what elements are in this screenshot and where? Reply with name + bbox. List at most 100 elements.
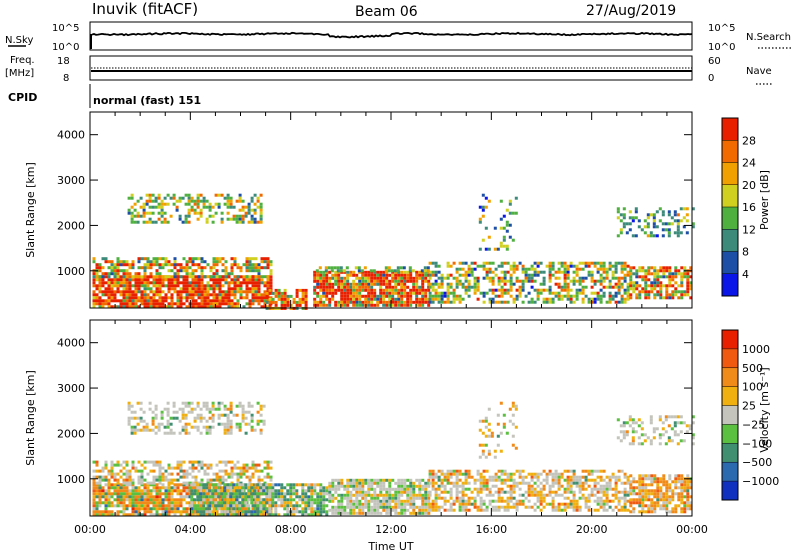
velocity-cell [331,481,335,485]
power-cell [251,266,255,270]
power-cell [458,279,462,283]
power-cell [292,297,296,301]
power-cell [548,285,552,289]
velocity-cell [400,487,404,491]
velocity-cell [482,487,486,491]
power-cell [566,285,570,289]
power-cell [421,288,425,292]
velocity-cell [412,481,416,485]
velocity-cell [101,501,105,505]
power-cell [385,276,389,280]
velocity-cell [163,407,167,411]
velocity-cell [265,483,269,487]
velocity-cell [355,484,359,488]
power-cell [146,260,150,264]
velocity-cell [164,492,168,496]
power-cell [125,302,129,306]
power-cell [346,276,350,280]
velocity-cell [584,499,588,503]
velocity-cell [245,463,249,467]
velocity-cell [373,508,377,512]
power-cell [214,211,218,215]
velocity-cell [638,477,642,481]
velocity-cell [229,410,233,414]
power-cell [328,291,332,295]
power-cell [599,282,603,286]
velocity-cell [406,484,410,488]
power-cell [602,267,606,271]
power-cell [140,293,144,297]
power-cell [431,261,435,265]
power-cell [230,299,234,303]
velocity-cell [409,502,413,506]
power-cell [689,275,693,279]
power-cell [245,269,249,273]
velocity-cell [179,466,183,470]
power-cell [116,263,120,267]
power-cell [185,281,189,285]
velocity-cell [155,498,159,502]
power-cell [224,293,228,297]
power-cell [236,284,240,288]
power-cell [235,217,239,221]
power-cell [557,291,561,295]
power-cell [226,217,230,221]
velocity-cell [599,490,603,494]
velocity-cell [158,472,162,476]
power-cell [536,291,540,295]
power-cell [418,303,422,307]
power-cell [346,273,350,277]
power-cell [248,287,252,291]
power-cell [676,213,680,217]
velocity-cell [161,513,165,517]
power-cell [418,285,422,289]
velocity-cell [209,481,213,485]
power-cell [160,211,164,215]
velocity-cell [647,495,651,499]
velocity-cell [431,469,435,473]
power-cell [173,302,177,306]
power-cell [209,305,213,309]
power-cell [190,199,194,203]
velocity-cell [107,472,111,476]
velocity-cell [190,498,194,502]
power-cell [427,279,431,283]
power-cell [259,202,263,206]
power-cell [485,261,489,265]
power-cell [370,282,374,286]
velocity-cell [202,486,206,490]
power-cell [145,202,149,206]
velocity-cell [409,490,413,494]
velocity-cell [440,472,444,476]
velocity-cell [262,486,266,490]
velocity-cell [220,401,224,405]
velocity-cell [205,404,209,408]
power-cell [557,282,561,286]
power-cell [428,270,432,274]
velocity-cell [397,499,401,503]
velocity-cell [136,401,140,405]
velocity-cell [169,422,173,426]
power-cell [340,285,344,289]
power-cell [346,294,350,298]
velocity-cell [164,495,168,499]
velocity-cell [400,508,404,512]
power-cell [203,287,207,291]
power-cell [481,193,485,197]
velocity-cell [167,478,171,482]
power-cell [224,269,228,273]
velocity-cell [644,486,648,490]
power-cell [608,300,612,304]
velocity-cell [301,501,305,505]
power-cell [274,288,278,292]
power-cell [140,296,144,300]
power-cell [680,290,684,294]
velocity-cell [301,498,305,502]
velocity-cell [301,483,305,487]
velocity-cell [209,478,213,482]
power-cell [596,270,600,274]
power-cell [521,270,525,274]
velocity-cell [590,493,594,497]
power-cell [101,284,105,288]
velocity-cell [385,478,389,482]
